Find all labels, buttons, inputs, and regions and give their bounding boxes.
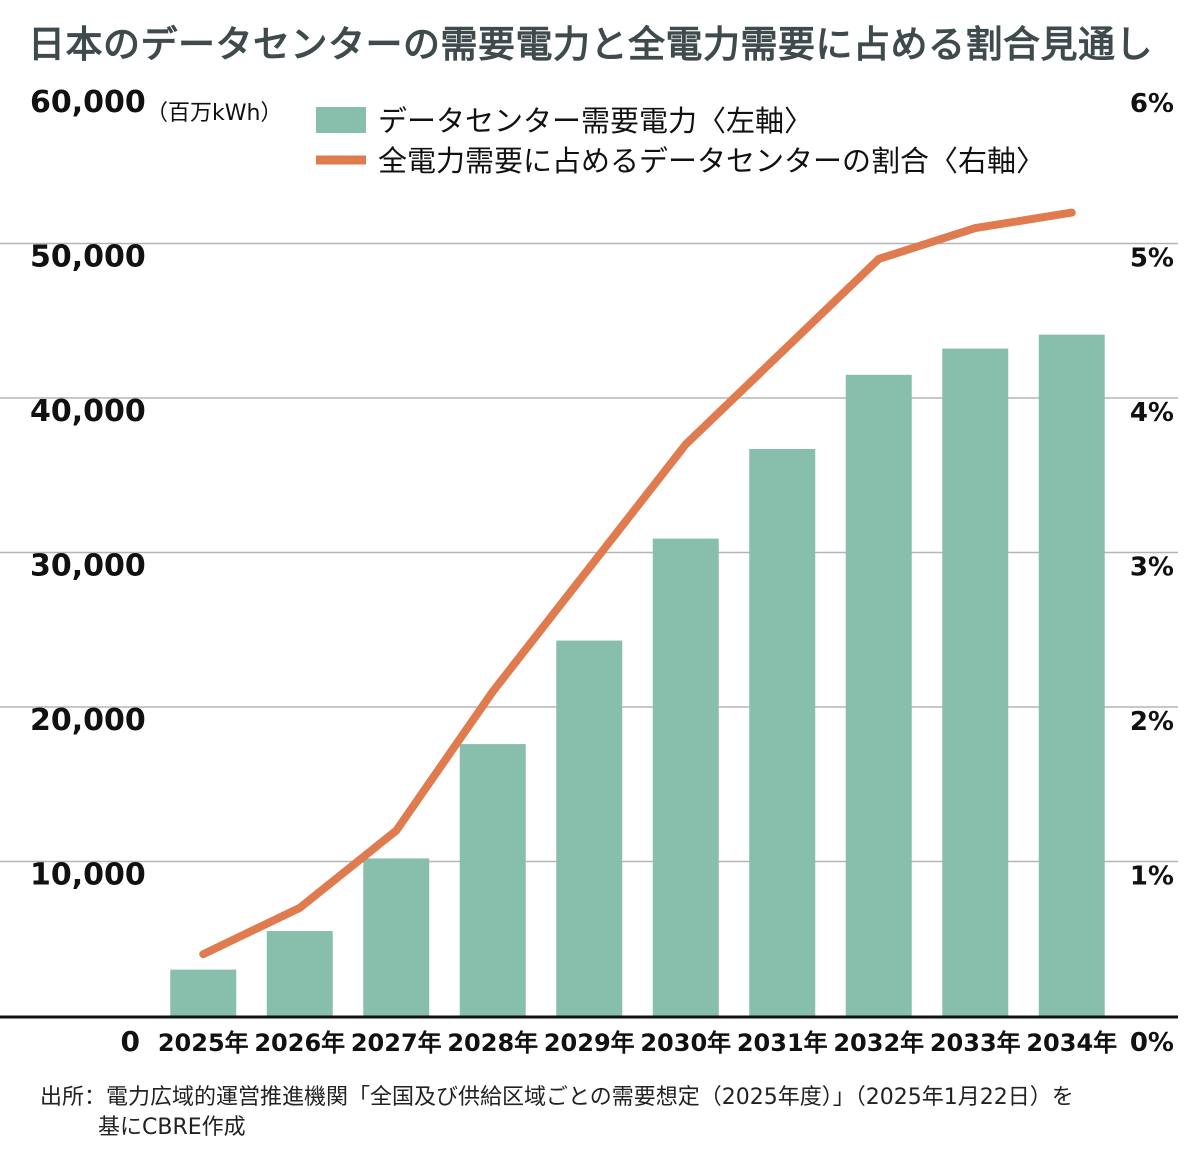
source-line2: 基にCBRE作成 [98,1115,246,1140]
left-tick-label: 0 [121,1025,140,1058]
legend-swatch-bar [316,107,366,133]
chart-title: 日本のデータセンターの需要電力と全電力需要に占める割合見通し [28,23,1153,66]
left-tick-label: 10,000 [30,858,146,893]
category-label: 2032年 [833,1029,924,1057]
source-label: 出所： [40,1085,107,1110]
bar [266,931,333,1016]
bar [845,374,912,1016]
category-label: 2027年 [351,1029,442,1057]
category-label: 2026年 [254,1029,345,1057]
source-note: 出所：電力広域的運営推進機関「全国及び供給区域ごとの需要想定（2025年度）」（… [40,1083,1190,1143]
bar [1038,334,1105,1016]
left-tick-label: 30,000 [30,549,146,584]
legend-label-line: 全電力需要に占めるデータセンターの割合〈右軸〉 [378,144,1045,178]
right-tick-label: 2% [1130,707,1174,737]
left-tick-label: 60,000 [30,85,146,120]
right-tick-label: 1% [1130,862,1174,892]
bar [652,538,719,1016]
right-tick-label: 6% [1130,89,1174,119]
category-label: 2029年 [544,1029,635,1057]
right-tick-label: 0% [1130,1028,1174,1058]
bar [363,858,430,1016]
category-label: 2025年 [158,1029,249,1057]
left-tick-label: 40,000 [30,394,146,429]
category-label: 2028年 [447,1029,538,1057]
left-axis-unit: （百万kWh） [146,101,282,126]
right-tick-label: 3% [1130,553,1174,583]
share-line [199,208,1076,959]
category-label: 2031年 [737,1029,828,1057]
left-tick-label: 50,000 [30,240,146,275]
right-tick-label: 4% [1130,398,1174,428]
source-line1: 電力広域的運営推進機関「全国及び供給区域ごとの需要想定（2025年度）」（202… [106,1085,1074,1110]
bar [749,448,816,1016]
category-label: 2033年 [930,1029,1021,1057]
bar [459,744,526,1016]
category-label: 2030年 [640,1029,731,1057]
bar [170,969,237,1016]
bar [942,348,1009,1016]
right-tick-label: 5% [1130,244,1174,274]
bar [556,640,623,1016]
category-label: 2034年 [1026,1029,1117,1057]
left-tick-label: 20,000 [30,703,146,738]
legend-label-bar: データセンター需要電力〈左軸〉 [378,104,813,138]
